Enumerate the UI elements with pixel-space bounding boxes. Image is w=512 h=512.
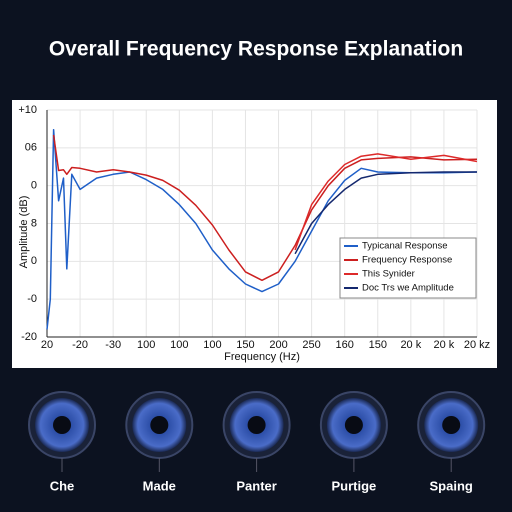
y-tick-label: +10: [18, 104, 37, 116]
series-line: [294, 153, 478, 251]
speaker-dust-cap: [247, 416, 266, 434]
x-tick-label: 250: [302, 339, 320, 351]
x-tick-label: 100: [137, 339, 155, 351]
speaker-label: Che: [50, 478, 75, 493]
speaker-label: Purtige: [332, 478, 377, 493]
y-axis-label: Amplitude (dB): [18, 196, 30, 269]
x-tick-label: 200: [269, 339, 287, 351]
y-tick-label: -20: [21, 331, 37, 343]
legend-label: This Synider: [362, 269, 415, 280]
chart-panel: [12, 100, 497, 368]
x-tick-label: 20 k: [434, 339, 455, 351]
speaker-dust-cap: [442, 416, 461, 434]
legend-label: Frequency Response: [362, 255, 452, 266]
y-tick-label: 0: [31, 180, 37, 192]
series-line: [294, 171, 477, 255]
y-tick-label: -0: [27, 293, 37, 305]
legend-label: Typicanal Response: [362, 241, 448, 252]
speaker-label: Spaing: [430, 478, 473, 493]
x-tick-label: -20: [72, 339, 88, 351]
x-axis-label: Frequency (Hz): [224, 351, 300, 363]
x-tick-label: 160: [336, 339, 354, 351]
x-tick-label: 150: [369, 339, 387, 351]
legend-label: Doc Trs we Amplitude: [362, 283, 454, 294]
y-tick-label: 0: [31, 255, 37, 267]
x-tick-label: 20: [41, 339, 53, 351]
x-tick-label: 150: [236, 339, 254, 351]
speaker-label: Panter: [236, 478, 276, 493]
x-tick-label: 20 k: [400, 339, 421, 351]
x-tick-label: 20 kz: [464, 339, 490, 351]
speaker-dust-cap: [53, 416, 71, 434]
x-tick-label: -30: [105, 339, 121, 351]
legend-box: [339, 237, 477, 299]
y-tick-label: 8: [31, 217, 37, 229]
series-line: [46, 128, 478, 330]
speaker-dust-cap: [344, 416, 363, 434]
speaker-dust-cap: [150, 416, 169, 434]
series-line: [52, 134, 478, 282]
y-tick-label: 06: [25, 142, 37, 154]
x-tick-label: 100: [203, 339, 221, 351]
x-tick-label: 100: [170, 339, 188, 351]
speaker-label: Made: [143, 478, 176, 493]
chart-title: Overall Frequency Response Explanation: [49, 38, 463, 61]
